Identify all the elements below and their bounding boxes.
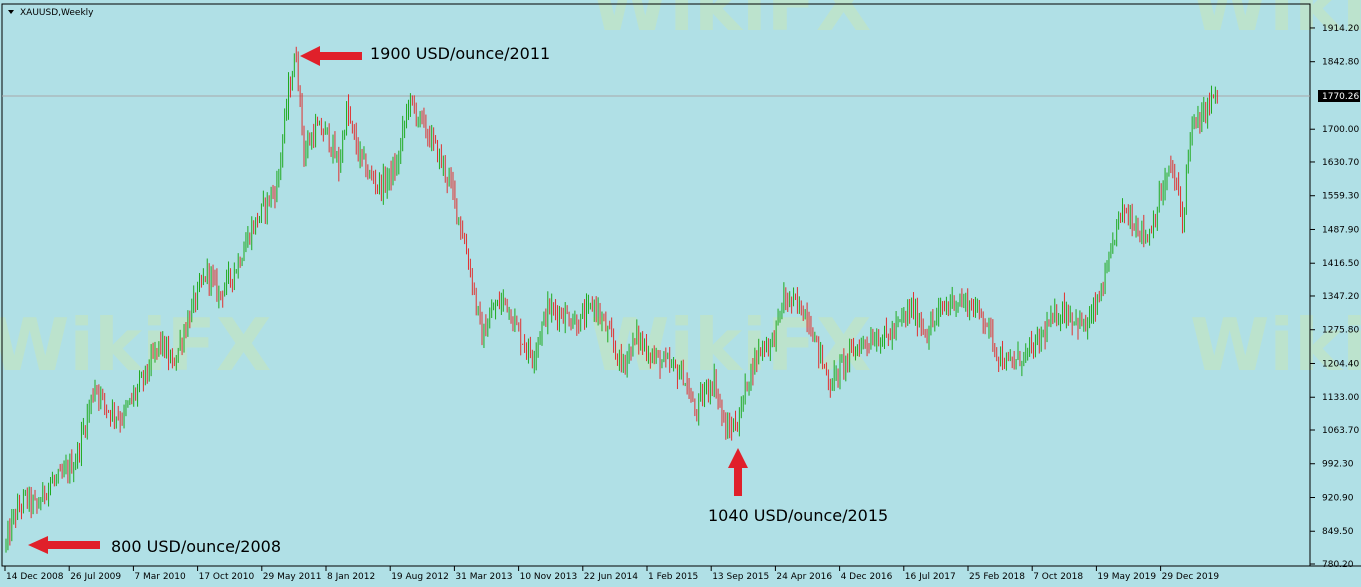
watermark-layer: WikiFX WikiFX WikiFX WikiFX WikiFX [0, 0, 1361, 387]
y-tick-label: 1630.70 [1322, 158, 1359, 168]
annotation-text: 1040 USD/ounce/2015 [708, 506, 888, 525]
annotation-2011: 1900 USD/ounce/2011 [300, 44, 550, 66]
x-tick-label: 19 May 2019 [1097, 572, 1156, 582]
watermark-text: WikiFX [590, 0, 871, 47]
candles-group [5, 46, 1218, 553]
y-tick-label: 1133.00 [1322, 393, 1359, 403]
left-arrow-icon [28, 536, 100, 554]
y-tick-label: 1914.20 [1322, 24, 1359, 34]
y-tick-label: 1347.20 [1322, 292, 1359, 302]
y-tick-label: 1204.40 [1322, 359, 1359, 369]
y-tick-label: 1063.70 [1322, 426, 1359, 436]
left-arrow-icon [300, 46, 362, 66]
x-tick-label: 19 Aug 2012 [391, 572, 449, 582]
y-tick-label: 1700.00 [1322, 125, 1359, 135]
up-arrow-icon [728, 448, 748, 496]
x-tick-label: 14 Dec 2008 [6, 572, 64, 582]
y-axis: 1914.20 1842.80 1700.00 1630.70 1559.30 1487.… [1310, 24, 1359, 570]
x-tick-label: 7 Oct 2018 [1033, 572, 1083, 582]
x-tick-label: 31 Mar 2013 [455, 572, 512, 582]
x-tick-label: 16 Jul 2017 [905, 572, 956, 582]
x-tick-label: 7 Mar 2010 [134, 572, 186, 582]
x-tick-label: 24 Apr 2016 [776, 572, 832, 582]
watermark-text: WikiFX [1190, 303, 1361, 387]
annotation-2008: 800 USD/ounce/2008 [28, 536, 281, 556]
dropdown-triangle-icon[interactable] [8, 10, 14, 14]
y-tick-label: 1842.80 [1322, 58, 1359, 68]
annotation-text: 800 USD/ounce/2008 [111, 537, 281, 556]
x-tick-label: 22 Jun 2014 [584, 572, 638, 582]
x-tick-label: 25 Feb 2018 [969, 572, 1025, 582]
x-axis: 14 Dec 2008 26 Jul 2009 7 Mar 2010 17 Oct 2… [4, 566, 1220, 582]
y-tick-label: 1416.50 [1322, 259, 1359, 269]
y-tick-label: 1275.80 [1322, 326, 1359, 336]
watermark-text: WikiFX [1190, 0, 1361, 47]
x-tick-label: 17 Oct 2010 [199, 572, 255, 582]
annotation-text: 1900 USD/ounce/2011 [370, 44, 550, 63]
current-price-label: 1770.26 [1322, 92, 1359, 102]
y-tick-label: 920.90 [1322, 493, 1354, 503]
y-tick-label: 992.30 [1322, 460, 1354, 470]
x-tick-label: 8 Jan 2012 [327, 572, 375, 582]
x-tick-label: 26 Jul 2009 [70, 572, 121, 582]
watermark-text: WikiFX [0, 303, 271, 387]
x-tick-label: 4 Dec 2016 [841, 572, 893, 582]
y-tick-label: 849.50 [1322, 527, 1354, 537]
chart-title: XAUUSD,Weekly [20, 8, 94, 18]
watermark-text: WikiFX [590, 303, 871, 387]
y-tick-label: 780.20 [1322, 560, 1354, 570]
x-tick-label: 1 Feb 2015 [648, 572, 698, 582]
x-tick-label: 29 Dec 2019 [1162, 572, 1220, 582]
current-price-marker: 1770.26 [1318, 89, 1360, 102]
x-tick-label: 29 May 2011 [263, 572, 322, 582]
current-price-box [1318, 89, 1360, 102]
x-tick-label: 10 Nov 2013 [520, 572, 578, 582]
plot-frame [1, 3, 1311, 567]
x-tick-label: 13 Sep 2015 [712, 572, 769, 582]
y-tick-label: 1559.30 [1322, 192, 1359, 202]
y-tick-label: 1487.90 [1322, 225, 1359, 235]
annotation-2015: 1040 USD/ounce/2015 [708, 448, 888, 525]
